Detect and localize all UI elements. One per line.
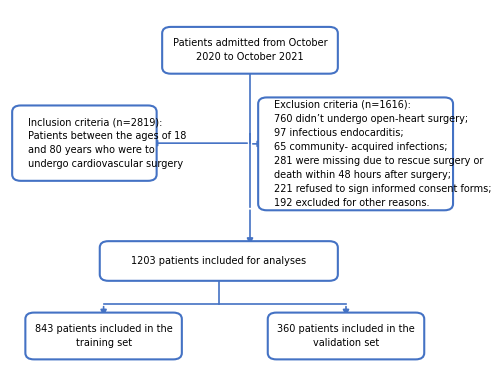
FancyBboxPatch shape bbox=[258, 97, 453, 210]
FancyBboxPatch shape bbox=[162, 27, 338, 74]
FancyBboxPatch shape bbox=[12, 106, 156, 181]
Text: 843 patients included in the
training set: 843 patients included in the training se… bbox=[34, 324, 172, 348]
Text: 1203 patients included for analyses: 1203 patients included for analyses bbox=[131, 256, 306, 266]
Text: Patients admitted from October
2020 to October 2021: Patients admitted from October 2020 to O… bbox=[172, 38, 328, 62]
Text: Exclusion criteria (n=1616):
760 didn’t undergo open-heart surgery;
97 infectiou: Exclusion criteria (n=1616): 760 didn’t … bbox=[274, 100, 492, 208]
FancyBboxPatch shape bbox=[26, 312, 182, 359]
Text: Inclusion criteria (n=2819):
Patients between the ages of 18
and 80 years who we: Inclusion criteria (n=2819): Patients be… bbox=[28, 117, 186, 169]
FancyBboxPatch shape bbox=[100, 241, 338, 281]
Text: 360 patients included in the
validation set: 360 patients included in the validation … bbox=[277, 324, 415, 348]
FancyBboxPatch shape bbox=[268, 312, 424, 359]
